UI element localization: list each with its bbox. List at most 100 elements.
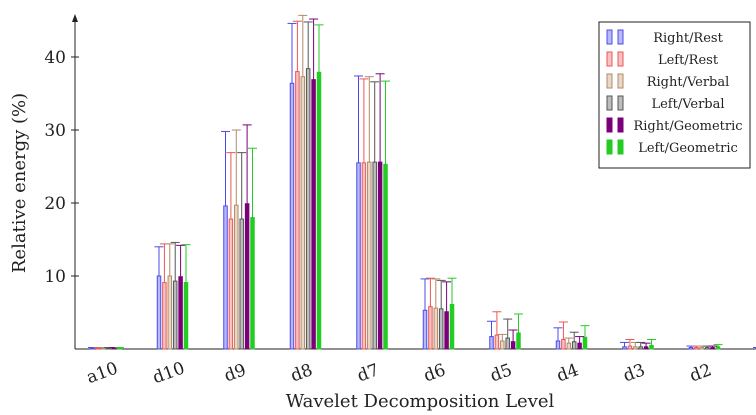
bar [561,339,566,350]
bar [367,161,372,350]
legend-swatch [617,29,624,45]
x-tick-label: d9 [222,360,249,386]
bar [566,342,572,350]
legend-swatch [617,73,624,89]
x-tick-label: d3 [621,360,648,386]
bar [250,217,255,350]
legend-swatch [606,117,613,133]
legend-label: Left/Verbal [651,97,724,112]
bar [234,204,239,350]
bar [694,347,699,350]
y-axis-arrow-icon [72,14,78,22]
x-tick-label: d1 [754,360,756,386]
bar [510,341,516,350]
bar [433,307,439,350]
x-tick-label: d10 [150,358,187,388]
bar [377,161,383,350]
bar [582,336,588,350]
bar [300,76,306,350]
bar [627,345,633,350]
bar [622,346,627,350]
y-tick-label: 40 [44,48,66,68]
bar [178,276,183,350]
bar [649,344,654,350]
legend-swatch [606,95,613,111]
bar [172,280,178,350]
bar [289,82,295,350]
bar [183,282,189,350]
bars [90,68,756,350]
bar [162,282,167,350]
bar [699,347,705,350]
bar [311,79,316,350]
bar [633,346,638,350]
legend-label: Right/Geometric [633,119,742,134]
legend-label: Left/Geometric [638,141,738,156]
bar [244,203,250,350]
bar [106,347,111,350]
bar [505,337,510,350]
bar [444,311,449,350]
bar [449,303,455,350]
bar [555,340,561,350]
bar [295,71,300,350]
bar [356,162,361,350]
bar [111,347,117,350]
y-tick-label: 30 [44,121,66,141]
bar [704,347,710,350]
x-tick-label: d8 [288,360,315,386]
x-axis-title: Wavelet Decomposition Level [286,391,555,412]
bar [489,336,494,350]
bar [715,346,721,350]
bar [577,342,582,350]
legend-swatch [606,29,613,45]
bar [643,346,649,350]
bar [428,306,433,350]
legend-label: Right/Verbal [647,75,730,90]
bar [239,218,244,350]
x-tick-label: a10 [84,358,121,388]
bar [571,341,577,350]
bar [494,334,500,350]
bar [223,205,228,350]
y-tick-label: 20 [44,194,66,214]
bar [90,347,95,350]
category-labels: a10 d10 d9 d8 d7 d6 d5 d4 d3 d2 d1 [84,358,756,388]
x-tick-label: d7 [355,360,382,386]
legend-box [598,21,751,169]
bar [710,347,715,350]
legend-label: Right/Rest [653,31,723,46]
bar [361,162,367,350]
legend-swatch [617,51,624,67]
bar [117,347,122,350]
y-axis-title: Relative energy (%) [9,93,30,273]
x-tick-label: d4 [554,360,581,386]
legend-label: Left/Rest [658,53,719,68]
bar [383,163,388,350]
legend-swatch [606,73,613,89]
legend-swatch [617,117,624,133]
y-ticks: 10 20 30 40 [44,48,79,287]
bar [422,309,428,350]
legend-swatch [606,51,613,67]
bar [156,275,162,350]
y-tick-label: 10 [44,267,66,287]
bar [305,68,311,350]
bar [167,275,173,350]
bar [95,347,101,350]
bar [372,161,377,350]
legend: Right/Rest Left/Rest Right/Verbal Left/Verb… [598,21,751,169]
bar [500,340,505,350]
legend-swatch [606,139,613,155]
legend-swatch [617,139,624,155]
x-tick-label: d5 [488,360,515,386]
error-bars [88,14,756,349]
bar [228,218,234,350]
bar [316,71,322,350]
x-tick-label: d6 [421,360,448,386]
bar [438,308,444,350]
bar [516,332,521,350]
bar [688,347,694,350]
bar [638,346,643,350]
